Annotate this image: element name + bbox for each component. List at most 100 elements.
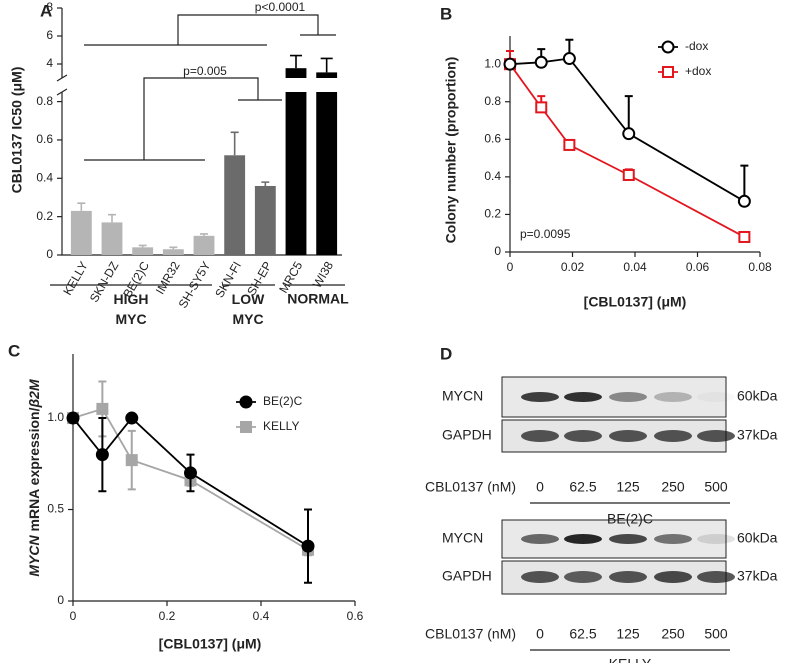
dose: 0 [536, 626, 544, 642]
legend-label: +dox [685, 64, 711, 78]
marker [563, 138, 576, 151]
y-tick-label: 6 [46, 28, 53, 42]
group-label-line: HIGH [114, 291, 149, 307]
panel-letter: A [40, 1, 52, 20]
dose: 0 [536, 479, 544, 495]
blot-band [654, 534, 692, 544]
axes [509, 36, 760, 253]
blot-row-label: GAPDH [442, 568, 492, 584]
blot-size-label: 37kDa [737, 568, 778, 584]
blot-band [521, 571, 559, 583]
blot-band [564, 534, 602, 544]
blot-row-label: GAPDH [442, 427, 492, 443]
underline [530, 502, 730, 651]
y-tick-label: 8 [46, 0, 53, 14]
blot-band [654, 430, 692, 442]
error-bar [290, 54, 302, 69]
x-tick-label: IMR32 [153, 259, 183, 297]
dose: 250 [661, 626, 685, 642]
dose: 250 [661, 479, 685, 495]
legend: -dox +dox [658, 39, 711, 78]
legend-label: BE(2)C [263, 394, 303, 408]
bracket-line [84, 77, 282, 161]
blot-band [609, 571, 647, 583]
bar [132, 247, 154, 255]
marker [239, 395, 253, 409]
blot-size-label: 60kDa [737, 388, 778, 404]
dose-label: CBL0137 (nM) [425, 626, 516, 642]
legend-label: KELLY [263, 419, 299, 433]
bar [224, 155, 246, 255]
y-tick-label: 0.4 [36, 170, 53, 184]
annotation: p<0.0001 [255, 0, 306, 14]
marker [662, 66, 674, 78]
marker [96, 402, 109, 415]
marker [661, 40, 675, 54]
error-bar [261, 181, 270, 186]
x-tick-label: 0.02 [561, 260, 585, 274]
x-tick-label: 0.08 [748, 260, 772, 274]
blot-band [521, 430, 559, 442]
x-tick-label: 0 [507, 260, 514, 274]
y-tick-label: 0.2 [36, 209, 53, 223]
group-label: LOW MYC [232, 291, 265, 327]
bar [193, 235, 215, 255]
y-tick-label: 0 [57, 593, 64, 607]
x-axis-label: [CBL0137] (μM) [584, 294, 687, 310]
error-bar [108, 213, 116, 223]
marker [95, 448, 109, 462]
blot-band [521, 392, 559, 402]
bar [162, 249, 184, 255]
x-tick-label: 0.4 [253, 609, 270, 623]
y-axis-label: MYCN mRNA expression/β2M [26, 379, 42, 577]
blot-band [697, 571, 735, 583]
blot-band [564, 430, 602, 442]
error-bar [200, 233, 208, 236]
annotation: p=0.0095 [520, 227, 571, 241]
blot-size-label: 60kDa [737, 530, 778, 546]
y-tick-label: 4 [46, 56, 53, 70]
y-axis-label: Colony number (proportion) [443, 57, 459, 244]
group-label-line: MYC [232, 311, 263, 327]
cell-line-label: KELLY [609, 656, 652, 663]
group-label: NORMAL [287, 291, 349, 307]
marker [562, 52, 576, 66]
series-line [509, 63, 745, 238]
bracket-line [84, 14, 336, 46]
bar [285, 92, 307, 255]
y-tick-label: 0.4 [484, 169, 501, 183]
marker [622, 168, 635, 181]
panel-letter: B [440, 4, 452, 23]
y-tick-label: 0 [46, 247, 53, 261]
axis-break [56, 74, 68, 96]
marker [737, 194, 751, 208]
y-tick-label: 0.6 [36, 132, 53, 146]
blot-row-label: MYCN [442, 388, 483, 404]
panel-letter: D [440, 344, 452, 363]
x-tick-label: 0.04 [623, 260, 647, 274]
x-tick-label: 0.6 [347, 609, 364, 623]
dose: 125 [616, 479, 640, 495]
group-label-line: LOW [232, 291, 265, 307]
y-tick-label: 0.8 [36, 94, 53, 108]
x-tick-label: KELLY [60, 259, 90, 298]
x-axis-label: [CBL0137] (μM) [159, 636, 262, 652]
axes [72, 354, 355, 602]
y-tick-label: 1.0 [47, 410, 64, 424]
legend-label: -dox [685, 39, 708, 53]
marker [125, 454, 138, 467]
bar [101, 222, 123, 255]
error-bar [169, 246, 178, 250]
blot-band [609, 392, 647, 402]
marker [66, 411, 80, 425]
cell-line-label: BE(2)C [607, 511, 653, 527]
blot-band [697, 534, 735, 544]
blot-band [697, 430, 735, 442]
dose: 62.5 [569, 479, 596, 495]
blot-band [654, 571, 692, 583]
group-label-line: MYC [115, 311, 146, 327]
x-tick-label: 0.2 [159, 609, 176, 623]
y-tick-label: 0.8 [484, 94, 501, 108]
marker [622, 127, 636, 141]
marker [535, 101, 548, 114]
